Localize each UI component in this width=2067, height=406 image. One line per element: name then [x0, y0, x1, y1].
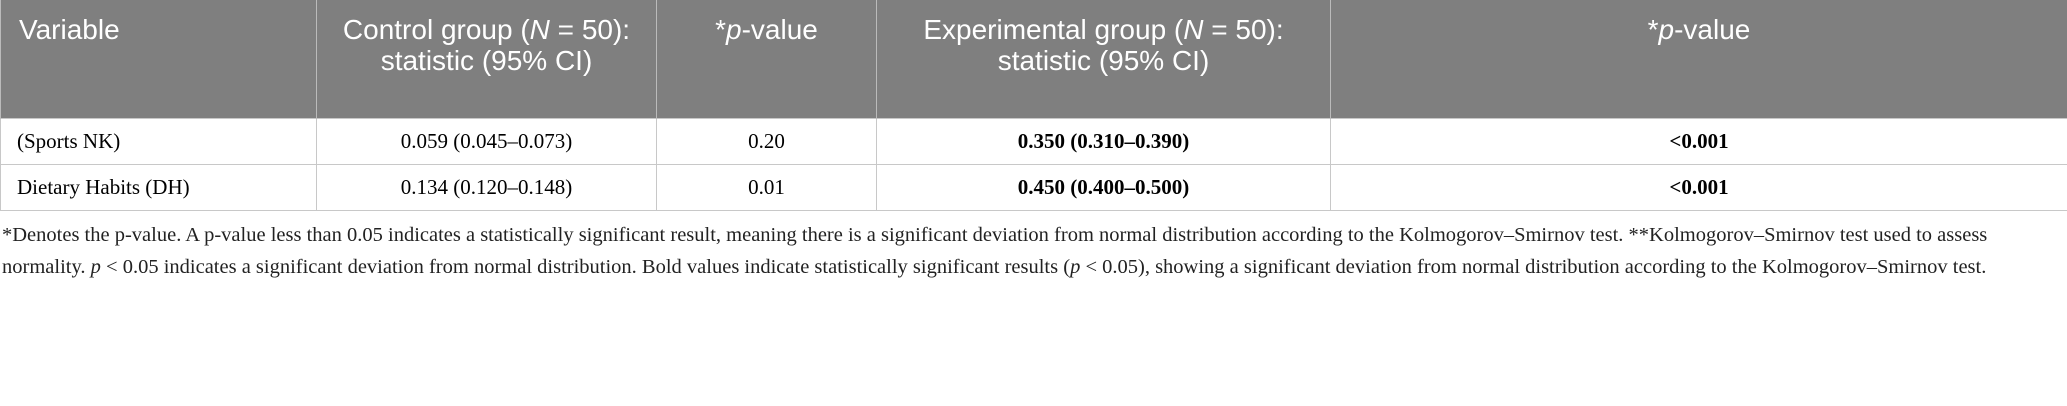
header-text: p [1658, 14, 1675, 45]
header-cell: Experimental group (N = 50): statistic (… [876, 0, 1331, 119]
header-cell: Control group (N = 50): statistic (95% C… [316, 0, 657, 119]
header-text: = 50): statistic (95% CI) [380, 14, 631, 76]
table-cell: 0.20 [656, 118, 877, 165]
header-text: Experimental group ( [923, 14, 1184, 45]
header-text: * [1647, 14, 1659, 45]
data-table: Variable Control group (N = 50): statisti… [0, 0, 2067, 211]
table-cell: <0.001 [1330, 164, 2067, 211]
header-text: -value [1674, 14, 1751, 45]
table-cell: 0.450 (0.400–0.500) [876, 164, 1331, 211]
table-row: Dietary Habits (DH) 0.134 (0.120–0.148) 0.… [0, 164, 2067, 211]
header-text: -value [741, 14, 818, 45]
table-body: (Sports NK) 0.059 (0.045–0.073) 0.20 0.350 … [0, 118, 2067, 211]
header-text: N [1183, 14, 1204, 45]
table-cell: (Sports NK) [0, 118, 317, 165]
header-cell: Variable [0, 0, 317, 119]
table-cell: <0.001 [1330, 118, 2067, 165]
table-cell: 0.059 (0.045–0.073) [316, 118, 657, 165]
header-text: * [715, 14, 727, 45]
table-cell: 0.350 (0.310–0.390) [876, 118, 1331, 165]
table-cell: 0.01 [656, 164, 877, 211]
footnote-text: < 0.05), showing a significant deviation… [1080, 256, 1987, 278]
footnote: *Denotes the p-value. A p-value less tha… [0, 219, 2044, 283]
header-text: Control group ( [342, 14, 530, 45]
header-text: Variable [19, 14, 120, 45]
footnote-text: < 0.05 indicates a significant deviation… [100, 256, 1071, 278]
header-text: = 50): statistic (95% CI) [997, 14, 1284, 76]
table-cell: 0.134 (0.120–0.148) [316, 164, 657, 211]
table-row: (Sports NK) 0.059 (0.045–0.073) 0.20 0.350 … [0, 118, 2067, 165]
table-cell: Dietary Habits (DH) [0, 164, 317, 211]
footnote-text: p [1070, 256, 1081, 278]
header-text: p [726, 14, 742, 45]
footnote-text: *Denotes the p-value. A p-value less tha… [2, 224, 1988, 278]
header-cell: *p-value [1330, 0, 2067, 119]
header-row: Variable Control group (N = 50): statisti… [0, 0, 2067, 119]
header-text: N [529, 14, 550, 45]
header-cell: *p-value [656, 0, 877, 119]
footnote-text: p [90, 256, 101, 278]
